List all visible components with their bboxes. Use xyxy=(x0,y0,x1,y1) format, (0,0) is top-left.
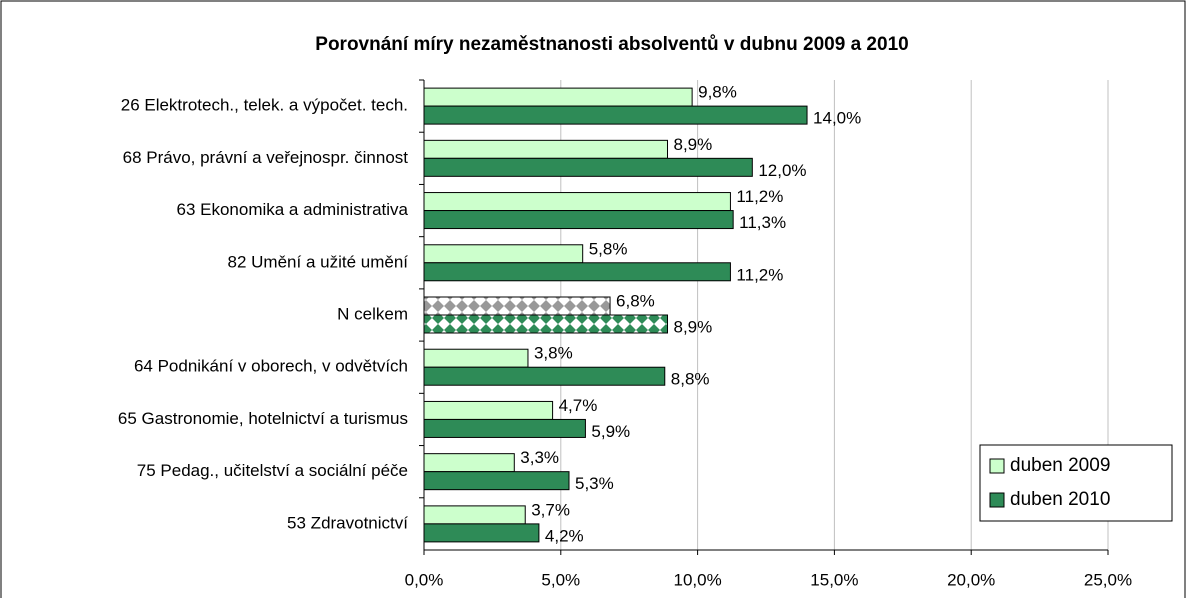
value-label: 5,8% xyxy=(589,239,628,258)
bar xyxy=(423,400,554,420)
y-tick-label: 65 Gastronomie, hotelnictví a turismus xyxy=(118,409,408,428)
bar xyxy=(423,244,584,264)
legend-box xyxy=(979,444,1173,522)
bar xyxy=(423,366,666,386)
legend-label: duben 2009 xyxy=(1010,455,1110,476)
y-tick-label: 64 Podnikání v oborech, v odvětvích xyxy=(134,357,408,376)
value-label: 12,0% xyxy=(758,161,806,180)
value-label: 9,8% xyxy=(698,83,737,102)
bar xyxy=(423,418,586,438)
value-label: 8,9% xyxy=(674,317,713,336)
bar xyxy=(423,192,731,212)
bar xyxy=(423,262,731,282)
value-label: 14,0% xyxy=(813,109,861,128)
value-label: 8,8% xyxy=(671,370,710,389)
value-label: 11,2% xyxy=(736,187,783,206)
y-tick-label: 53 Zdravotnictví xyxy=(287,513,408,532)
y-tick-label: 68 Právo, právní a veřejnospr. činnost xyxy=(123,148,409,167)
x-tick-label: 5,0% xyxy=(541,570,580,589)
chart-title: Porovnání míry nezaměstnanosti absolvent… xyxy=(315,34,908,55)
value-label: 11,2% xyxy=(736,265,783,284)
value-label: 3,3% xyxy=(520,448,559,467)
x-tick-label: 15,0% xyxy=(810,570,858,589)
legend-label: duben 2010 xyxy=(1010,489,1110,510)
bar xyxy=(423,505,526,525)
value-label: 8,9% xyxy=(674,135,713,154)
y-tick-label: N celkem xyxy=(337,304,408,323)
bar xyxy=(423,139,669,159)
bar xyxy=(423,348,529,368)
legend-swatch xyxy=(989,492,1005,508)
value-label: 3,7% xyxy=(531,500,570,519)
value-label: 3,8% xyxy=(534,344,573,363)
x-tick-label: 20,0% xyxy=(947,570,995,589)
x-tick-label: 25,0% xyxy=(1084,570,1132,589)
value-label: 11,3% xyxy=(739,213,786,232)
value-label: 5,9% xyxy=(591,422,630,441)
bar xyxy=(423,157,753,177)
bar xyxy=(423,314,669,334)
y-tick-label: 63 Ekonomika a administrativa xyxy=(176,200,408,219)
bar xyxy=(423,453,515,473)
value-label: 4,7% xyxy=(559,396,598,415)
bar xyxy=(423,296,611,316)
x-tick-label: 10,0% xyxy=(673,570,721,589)
value-label: 5,3% xyxy=(575,474,614,493)
bar xyxy=(423,105,808,125)
value-label: 6,8% xyxy=(616,291,655,310)
y-tick-label: 75 Pedag., učitelství a sociální péče xyxy=(137,461,408,480)
bar xyxy=(423,210,734,230)
y-tick-label: 82 Umění a užité umění xyxy=(228,252,409,271)
bar xyxy=(423,87,693,107)
x-tick-label: 0,0% xyxy=(405,570,444,589)
bar xyxy=(423,523,540,543)
y-tick-label: 26 Elektrotech., telek. a výpočet. tech. xyxy=(121,96,408,115)
legend-swatch xyxy=(989,458,1005,474)
bar xyxy=(423,471,570,491)
value-label: 4,2% xyxy=(545,526,584,545)
